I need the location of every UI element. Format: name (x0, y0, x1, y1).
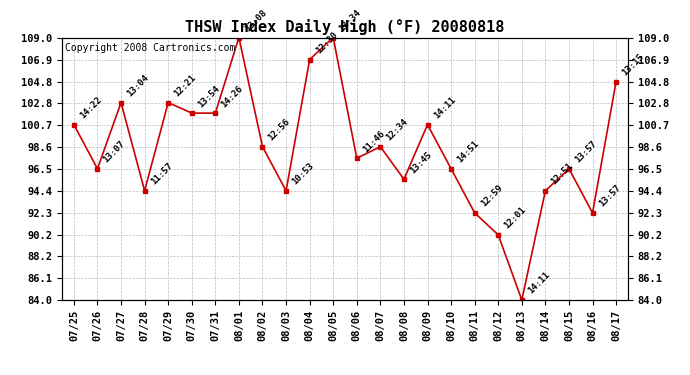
Text: 13:07: 13:07 (101, 139, 127, 165)
Text: 13:57: 13:57 (597, 183, 622, 209)
Text: 14:11: 14:11 (526, 270, 551, 296)
Text: 13:54: 13:54 (196, 84, 221, 109)
Text: 10:53: 10:53 (290, 161, 315, 187)
Text: 13:34: 13:34 (337, 8, 363, 33)
Text: 13:15: 13:15 (620, 52, 646, 77)
Title: THSW Index Daily High (°F) 20080818: THSW Index Daily High (°F) 20080818 (186, 19, 504, 35)
Text: 12:51: 12:51 (549, 161, 575, 187)
Text: 14:22: 14:22 (78, 95, 104, 120)
Text: 13:57: 13:57 (573, 139, 598, 165)
Text: 13:04: 13:04 (125, 73, 150, 98)
Text: 12:01: 12:01 (502, 206, 528, 231)
Text: 11:46: 11:46 (361, 129, 386, 154)
Text: 14:26: 14:26 (219, 84, 245, 109)
Text: 14:51: 14:51 (455, 139, 481, 165)
Text: 12:30: 12:30 (314, 30, 339, 56)
Text: 13:08: 13:08 (243, 8, 268, 33)
Text: Copyright 2008 Cartronics.com: Copyright 2008 Cartronics.com (65, 43, 235, 53)
Text: 14:11: 14:11 (432, 95, 457, 120)
Text: 12:56: 12:56 (266, 117, 292, 142)
Text: 12:34: 12:34 (384, 117, 410, 142)
Text: 11:57: 11:57 (149, 161, 174, 187)
Text: 13:45: 13:45 (408, 150, 433, 175)
Text: 12:21: 12:21 (172, 73, 198, 98)
Text: 12:59: 12:59 (479, 183, 504, 209)
